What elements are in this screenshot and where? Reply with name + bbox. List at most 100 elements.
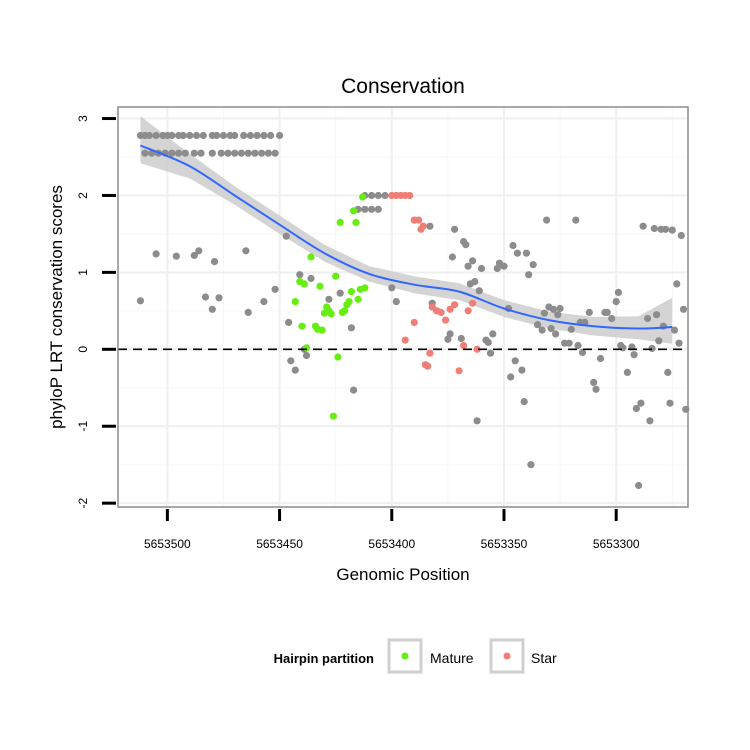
data-point-other xyxy=(529,261,537,269)
data-point-star xyxy=(460,341,468,350)
data-point-mature xyxy=(307,253,315,261)
data-point-other xyxy=(608,314,616,323)
data-point-other xyxy=(242,247,250,255)
data-point-mature xyxy=(318,326,326,334)
data-point-other xyxy=(271,285,279,293)
data-point-other xyxy=(197,149,205,157)
data-point-other xyxy=(484,338,492,346)
data-point-other xyxy=(475,287,483,295)
data-point-mature xyxy=(347,288,355,296)
legend-label-mature: Mature xyxy=(430,650,474,666)
x-tick-label: 5653400 xyxy=(368,537,415,551)
data-point-other xyxy=(374,205,382,213)
data-point-other xyxy=(679,305,688,313)
data-point-other xyxy=(552,330,560,338)
x-axis-ticks: 5653500 5653450 5653400 5653350 5653300 xyxy=(144,509,640,551)
data-point-other xyxy=(637,399,645,407)
data-point-other xyxy=(208,149,216,157)
data-point-other xyxy=(522,249,531,257)
data-point-other xyxy=(251,149,259,157)
data-point-other xyxy=(186,131,194,140)
data-point-other xyxy=(336,289,344,297)
data-point-mature xyxy=(329,412,337,420)
data-point-other xyxy=(350,386,358,394)
data-point-other xyxy=(307,274,315,283)
y-tick-label: 1 xyxy=(76,269,90,276)
data-point-other xyxy=(231,131,239,140)
data-point-other xyxy=(666,399,674,407)
data-point-mature xyxy=(298,322,306,330)
data-point-star xyxy=(401,336,409,344)
data-point-other xyxy=(374,191,382,200)
data-point-star xyxy=(419,222,427,230)
series-mature xyxy=(291,193,369,420)
data-point-other xyxy=(368,205,376,213)
data-point-star xyxy=(437,308,445,316)
data-point-other xyxy=(614,288,623,296)
data-point-other xyxy=(489,330,497,338)
data-point-other xyxy=(347,324,355,332)
data-point-other xyxy=(670,326,679,334)
data-point-other xyxy=(574,341,582,350)
data-point-other xyxy=(217,149,225,157)
data-point-mature xyxy=(352,218,360,226)
data-point-other xyxy=(653,311,661,319)
data-point-other xyxy=(646,417,654,425)
data-point-mature xyxy=(334,353,342,361)
data-point-other xyxy=(381,191,389,200)
data-point-other xyxy=(296,271,304,279)
x-axis-title: Genomic Position xyxy=(336,565,469,584)
data-point-other xyxy=(543,216,551,224)
data-point-other xyxy=(168,131,176,140)
data-point-mature xyxy=(336,218,344,226)
data-point-other xyxy=(264,149,272,157)
data-point-other xyxy=(224,149,232,157)
y-tick-label: 2 xyxy=(76,192,90,199)
legend-title: Hairpin partition xyxy=(274,651,374,666)
data-point-mature xyxy=(291,298,299,306)
data-point-other xyxy=(511,357,519,365)
data-point-other xyxy=(213,131,221,140)
data-point-other xyxy=(650,224,658,233)
data-point-star xyxy=(410,318,418,326)
data-point-other xyxy=(648,344,656,353)
data-point-other xyxy=(469,257,477,265)
data-point-other xyxy=(287,357,295,365)
data-point-mature xyxy=(354,295,362,303)
data-point-other xyxy=(136,297,144,305)
data-point-other xyxy=(509,241,517,250)
data-point-other xyxy=(388,284,396,292)
data-point-other xyxy=(632,404,641,413)
data-point-other xyxy=(513,249,522,257)
data-point-other xyxy=(525,271,533,279)
data-point-other xyxy=(538,326,546,334)
x-tick-label: 5653350 xyxy=(481,537,528,551)
data-point-other xyxy=(190,149,198,157)
data-point-other xyxy=(244,308,252,316)
data-point-other xyxy=(246,131,254,140)
data-point-other xyxy=(572,216,580,224)
data-point-mature xyxy=(345,298,353,306)
data-point-other xyxy=(392,298,400,306)
data-point-other xyxy=(172,252,180,260)
data-point-mature xyxy=(327,310,335,318)
data-point-other xyxy=(201,293,210,301)
data-point-other xyxy=(361,205,369,213)
data-point-other xyxy=(590,378,598,386)
data-point-mature xyxy=(341,307,349,315)
data-point-other xyxy=(325,295,333,303)
data-point-other xyxy=(457,334,465,343)
data-point-star xyxy=(469,299,477,307)
data-point-other xyxy=(520,398,528,406)
data-point-other xyxy=(210,258,219,266)
data-point-other xyxy=(549,305,558,313)
data-point-other xyxy=(518,366,526,374)
data-point-other xyxy=(623,368,632,376)
data-point-other xyxy=(285,318,293,326)
data-point-other xyxy=(260,298,268,306)
legend-label-star: Star xyxy=(531,650,557,666)
data-point-star xyxy=(415,216,423,224)
data-point-other xyxy=(195,247,203,255)
data-point-star xyxy=(451,301,459,309)
data-point-other xyxy=(547,324,555,333)
